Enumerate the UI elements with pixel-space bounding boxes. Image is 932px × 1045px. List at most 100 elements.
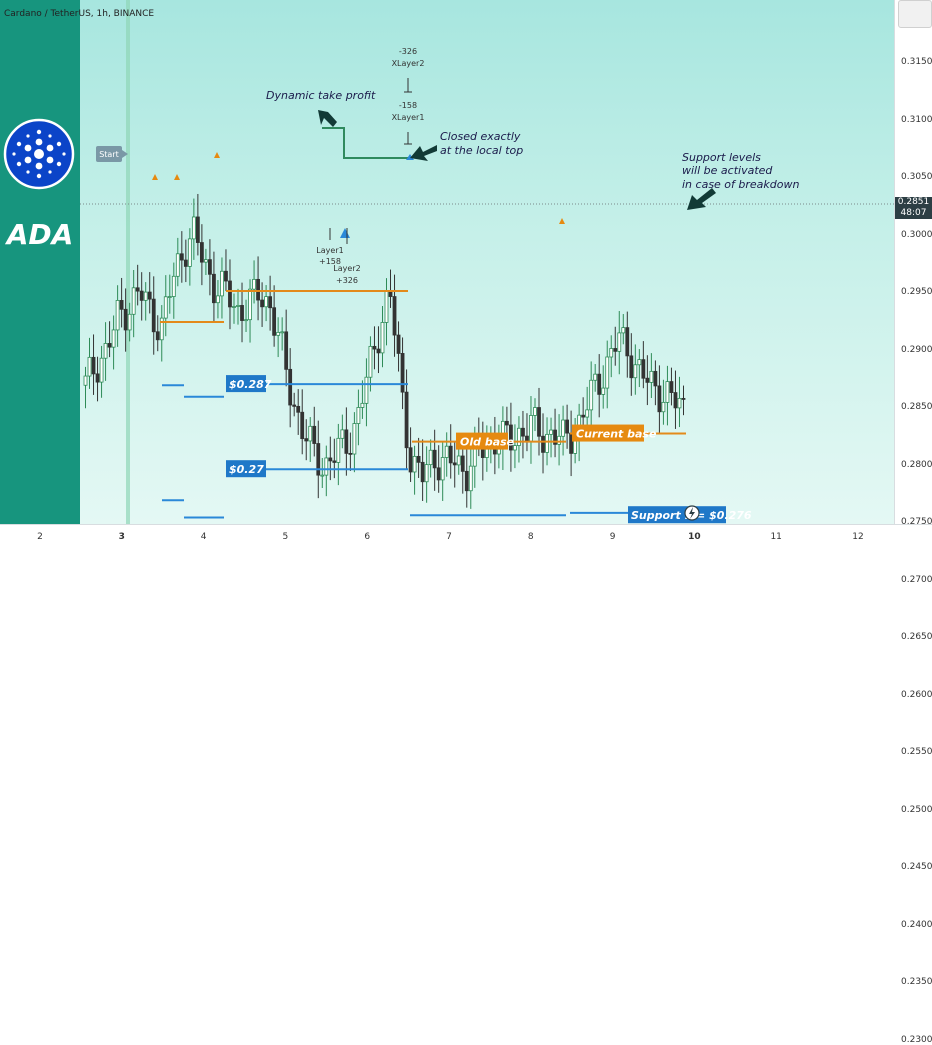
candle xyxy=(183,239,188,283)
candle xyxy=(236,288,240,325)
price-tick: 0.2850 xyxy=(901,402,932,413)
candle xyxy=(220,257,224,319)
candle xyxy=(300,389,305,455)
candle xyxy=(424,446,429,503)
candle xyxy=(364,358,369,427)
bar-countdown: 48:07 xyxy=(900,208,927,218)
time-axis[interactable]: 2 3 4 5 6 7 8 9 10 11 12 xyxy=(0,524,932,551)
candle xyxy=(360,380,365,419)
candle xyxy=(641,341,646,389)
layer2-name: Layer2 xyxy=(333,264,360,273)
sidebar-panel: ADA xyxy=(0,0,80,524)
candle xyxy=(167,274,172,314)
candle xyxy=(272,285,277,347)
top-price-tag xyxy=(898,0,932,28)
candle xyxy=(653,360,658,406)
closed-top-line1: Closed exactly xyxy=(440,130,521,143)
candle xyxy=(368,336,373,392)
candle xyxy=(171,262,176,319)
candle xyxy=(199,224,204,286)
candle xyxy=(119,277,124,328)
price-tick: 0.3000 xyxy=(901,229,932,240)
entry-markers xyxy=(152,152,565,224)
tp-arrow-icon xyxy=(318,110,337,127)
candle xyxy=(191,198,196,260)
price-tick: 0.2700 xyxy=(901,574,932,585)
candle xyxy=(348,432,353,471)
start-label: Start xyxy=(99,150,119,159)
candle xyxy=(601,365,606,409)
start-marker[interactable]: Start xyxy=(96,146,128,162)
last-price-tag: 0.2851 48:07 xyxy=(895,197,932,219)
candle xyxy=(621,314,626,345)
price-tick: 0.3100 xyxy=(901,114,932,125)
price-candles xyxy=(83,193,686,509)
candle xyxy=(139,272,144,321)
time-tick: 6 xyxy=(364,532,371,542)
price-tick: 0.2900 xyxy=(901,344,932,355)
annotation-arrows xyxy=(318,110,716,210)
candle xyxy=(645,355,650,406)
candle xyxy=(115,285,120,347)
candle xyxy=(468,446,473,509)
candle xyxy=(677,376,682,428)
candle xyxy=(131,269,136,338)
take-profit-line xyxy=(322,127,410,159)
candle xyxy=(380,305,385,368)
candle xyxy=(557,414,561,466)
candle xyxy=(107,321,112,358)
symbol-header: Cardano / TetherUS, 1h, BINANCE xyxy=(4,9,155,19)
candle xyxy=(444,432,449,477)
candle xyxy=(513,424,517,469)
price-tick: 0.2650 xyxy=(901,632,932,643)
candle xyxy=(509,402,513,472)
candle xyxy=(549,417,553,458)
price-tick: 0.2500 xyxy=(901,804,932,815)
time-tick: 9 xyxy=(609,532,616,542)
old-support-label: $0.287 xyxy=(226,375,272,393)
price-axis[interactable]: 0.3150 0.3100 0.3050 0.3000 0.2950 0.2900 0.28… xyxy=(894,0,932,1045)
candle xyxy=(404,369,409,471)
candle xyxy=(561,405,565,456)
candle xyxy=(412,445,417,495)
candle xyxy=(420,439,425,501)
candle xyxy=(605,340,610,409)
price-tick: 0.2350 xyxy=(901,977,932,988)
candle xyxy=(127,302,132,342)
candle xyxy=(517,416,521,463)
candle xyxy=(336,423,341,486)
candle xyxy=(228,259,232,330)
time-tick: 2 xyxy=(37,532,43,542)
ticker-label: ADA xyxy=(6,218,74,251)
old-support-label: $0.27 xyxy=(226,460,266,478)
candle xyxy=(312,406,317,457)
base-text: Current base xyxy=(576,428,657,441)
last-price-value: 0.2851 xyxy=(897,197,930,207)
candle xyxy=(432,429,437,491)
alert-bolt-icon[interactable] xyxy=(684,505,700,521)
price-tick: 0.2800 xyxy=(901,459,932,470)
xlayer1-value: -158 xyxy=(399,101,417,110)
candle xyxy=(673,370,678,429)
chart-canvas[interactable]: $0.287$0.27$0.266Support 1 = $0.276Suppo… xyxy=(0,0,894,524)
price-tick: 0.2400 xyxy=(901,919,932,930)
time-tick: 7 xyxy=(446,532,452,542)
candle xyxy=(288,348,293,428)
top-arrow-icon xyxy=(410,145,437,161)
candle xyxy=(597,354,602,418)
candle xyxy=(657,365,662,433)
candle xyxy=(328,436,333,481)
dynamic-tp-annotation: Dynamic take profit xyxy=(266,89,376,102)
candle xyxy=(155,315,160,352)
candle xyxy=(400,337,405,410)
candle xyxy=(416,437,421,478)
candle xyxy=(525,413,529,452)
support-arrow-icon xyxy=(687,188,716,210)
candle xyxy=(103,322,108,381)
xlayer2-name: XLayer2 xyxy=(392,59,425,68)
candle xyxy=(99,345,104,398)
candle xyxy=(452,441,457,488)
chart-area[interactable]: $0.287$0.27$0.266Support 1 = $0.276Suppo… xyxy=(0,0,894,524)
candle xyxy=(87,337,92,389)
price-tick: 0.2550 xyxy=(901,747,932,758)
